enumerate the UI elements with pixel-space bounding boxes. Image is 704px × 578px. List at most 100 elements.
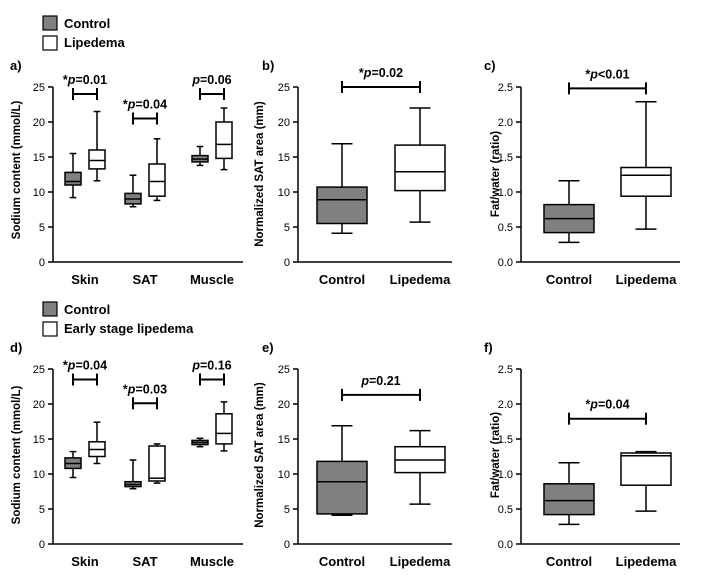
x-category-label: Control: [319, 272, 365, 287]
y-tick-label: 0: [39, 539, 45, 551]
y-axis-label: Normalized SAT area (mm): [254, 382, 266, 528]
p-value-label: *p<0.01: [585, 67, 629, 81]
p-value-label: *p=0.04: [63, 359, 107, 373]
box-sat-control: [124, 459, 142, 490]
box-sat-lipedema: [148, 138, 166, 202]
legend-label-control: Control: [64, 16, 110, 31]
y-tick-label: 5: [39, 504, 45, 516]
p-value-label: *p=0.01: [63, 73, 107, 87]
y-tick-label: 10: [33, 187, 45, 199]
box-iqr: [148, 445, 166, 482]
legend-label-early-stage-lipedema: Early stage lipedema: [64, 321, 194, 336]
significance-bracket: p=0.06: [191, 73, 232, 100]
y-tick-label: 2.5: [498, 82, 513, 94]
box-iqr: [316, 186, 368, 225]
p-value-label: *p=0.02: [359, 66, 403, 80]
legend-label-control: Control: [64, 302, 110, 317]
x-category-label: SAT: [132, 272, 157, 287]
y-tick-label: 10: [278, 187, 290, 199]
box-iqr: [543, 483, 595, 516]
box-lipedema: [394, 429, 446, 505]
legend-swatch-control: [42, 301, 58, 317]
x-category-label: Skin: [71, 554, 99, 569]
y-tick-label: 15: [33, 152, 45, 164]
significance-bracket: *p=0.01: [63, 73, 107, 100]
y-tick-label: 1.5: [498, 434, 513, 446]
box-lipedema: [394, 107, 446, 223]
significance-bracket: p=0.21: [341, 374, 421, 401]
p-value-label: *p=0.04: [585, 398, 629, 412]
y-tick-label: 0.5: [498, 504, 513, 516]
box-skin-lipedema: [88, 110, 106, 182]
x-category-label: SAT: [132, 554, 157, 569]
significance-bracket: *p=0.03: [123, 382, 167, 410]
y-tick-label: 5: [284, 504, 290, 516]
legend-bottom: Control Early stage lipedema: [42, 301, 194, 337]
y-tick-label: 0: [284, 257, 290, 269]
panel-label: b): [262, 58, 274, 73]
box-control: [543, 462, 595, 526]
box-skin-control: [64, 152, 82, 199]
y-axis-label: Normalized SAT area (mm): [254, 101, 266, 247]
box-control: [316, 142, 368, 235]
box-skin-lipedema: [88, 421, 106, 465]
y-tick-label: 0: [284, 539, 290, 551]
y-tick-label: 20: [33, 399, 45, 411]
box-muscle-control: [191, 145, 209, 167]
box-iqr: [316, 460, 368, 515]
p-value-label: *p=0.03: [123, 382, 167, 396]
significance-bracket: *p=0.04: [63, 359, 107, 386]
y-axis-label: Sodium content (mmol/L): [11, 386, 23, 525]
panel-e: e) Normalized SAT area (mm) 0 5 10 15 20 25 Co…: [254, 340, 452, 569]
panel-label: a): [10, 58, 22, 73]
box-muscle-control: [191, 437, 209, 448]
box-skin-control: [64, 450, 82, 479]
x-category-label: Control: [319, 554, 365, 569]
box-iqr: [215, 121, 233, 160]
box-muscle-lipedema: [215, 107, 233, 171]
box-sat-control: [124, 174, 142, 208]
y-tick-label: 20: [33, 117, 45, 129]
x-category-label: Control: [546, 272, 592, 287]
x-category-label: Lipedema: [616, 554, 677, 569]
legend-label-lipedema: Lipedema: [64, 35, 125, 50]
box-iqr: [620, 166, 672, 197]
x-category-label: Muscle: [190, 272, 234, 287]
y-tick-label: 25: [278, 364, 290, 376]
box-iqr: [88, 149, 106, 170]
significance-bracket: *p<0.01: [568, 67, 647, 95]
y-axis-label: Sodium content (mmol/L): [11, 101, 23, 240]
y-axis-label: Fat/water (ratio): [490, 131, 502, 217]
box-iqr: [394, 144, 446, 192]
y-tick-label: 20: [278, 399, 290, 411]
x-category-label: Lipedema: [390, 272, 451, 287]
y-tick-label: 25: [33, 82, 45, 94]
y-axis-label: Fat/water (ratio): [490, 412, 502, 498]
y-tick-label: 1.0: [498, 187, 513, 199]
box-sat-lipedema: [148, 443, 166, 484]
legend-swatch-early-stage-lipedema: [42, 321, 58, 337]
y-tick-label: 1.5: [498, 152, 513, 164]
box-iqr: [620, 452, 672, 486]
y-tick-label: 25: [278, 82, 290, 94]
y-tick-label: 15: [278, 152, 290, 164]
y-tick-label: 25: [33, 364, 45, 376]
x-category-label: Control: [546, 554, 592, 569]
y-tick-label: 2.0: [498, 117, 513, 129]
x-category-label: Lipedema: [390, 554, 451, 569]
p-value-label: p=0.21: [360, 374, 400, 388]
y-tick-label: 2.5: [498, 364, 513, 376]
y-tick-label: 10: [33, 469, 45, 481]
y-tick-label: 0.5: [498, 222, 513, 234]
panel-label: e): [262, 340, 274, 355]
y-tick-label: 0.0: [498, 257, 513, 269]
p-value-label: p=0.16: [191, 359, 231, 373]
y-tick-label: 5: [284, 222, 290, 234]
panel-f: f) Fat/water (ratio) 0.0 0.5 1.0 1.5 2.0 2.5 C…: [484, 340, 680, 569]
box-iqr: [64, 171, 82, 186]
box-iqr: [215, 413, 233, 445]
y-tick-label: 5: [39, 222, 45, 234]
x-category-label: Lipedema: [616, 272, 677, 287]
legend-swatch-lipedema: [42, 35, 58, 51]
